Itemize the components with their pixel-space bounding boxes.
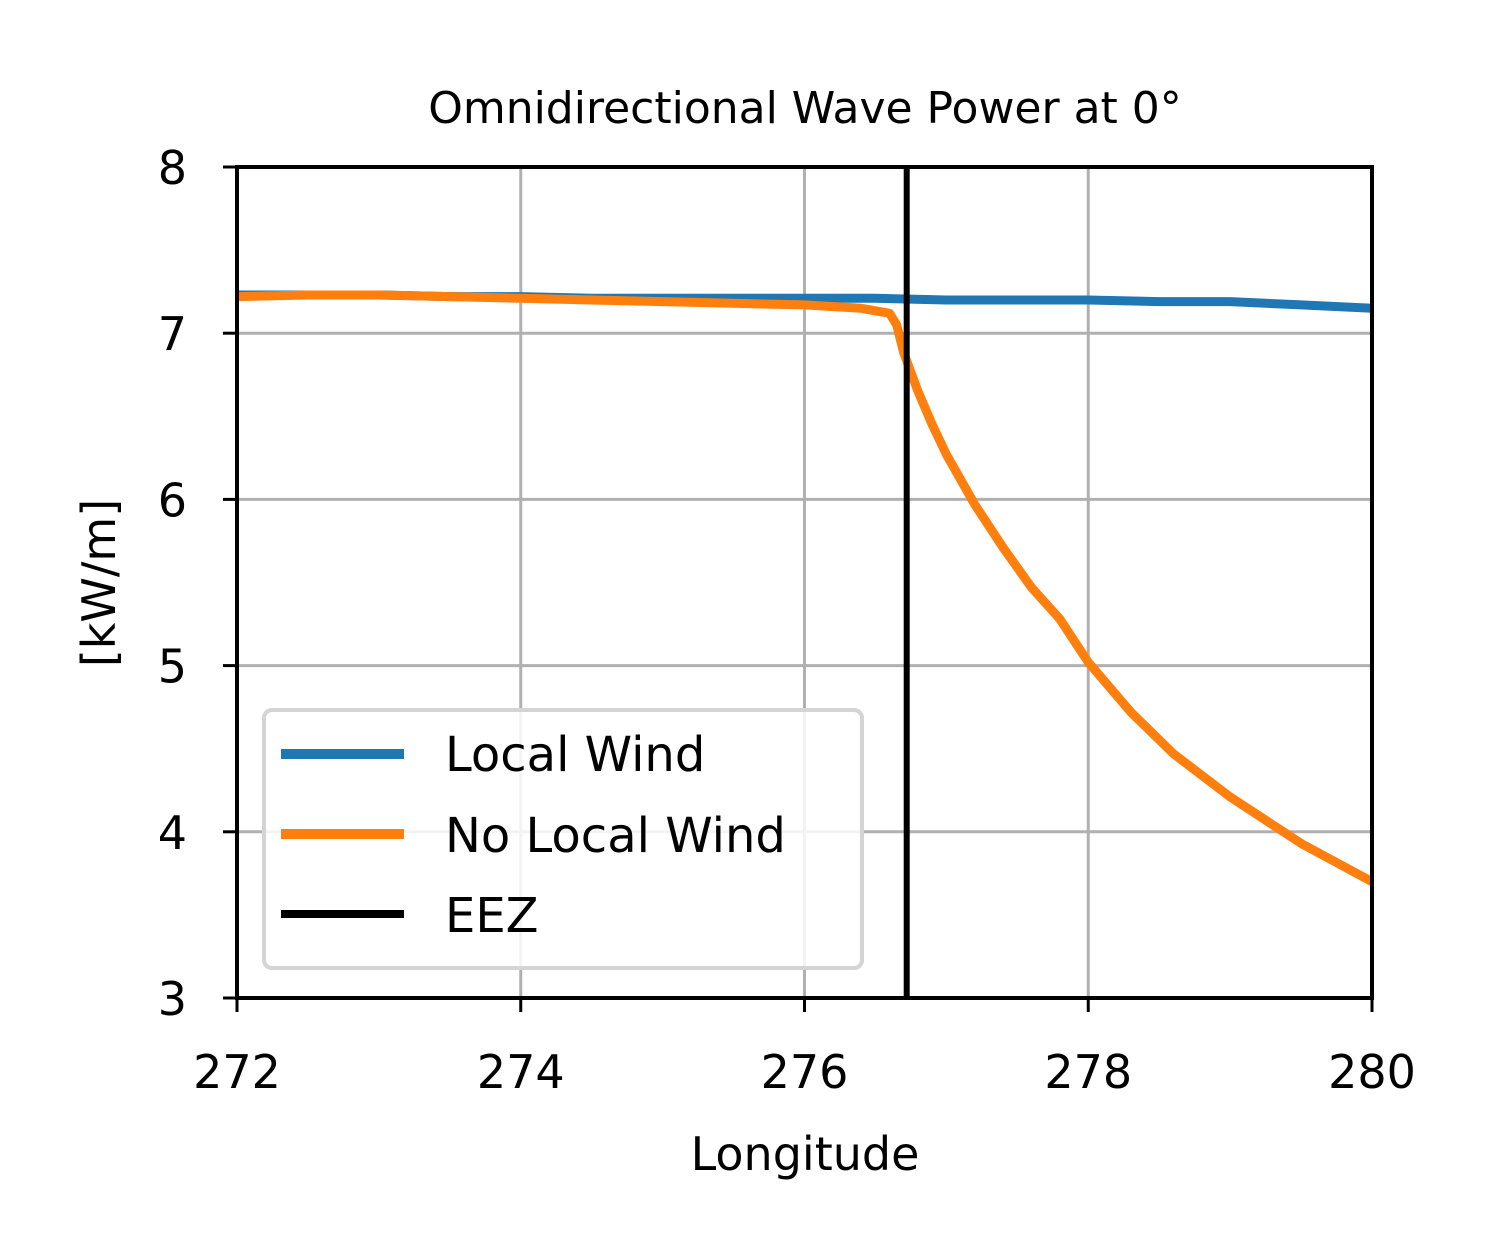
x-tick-label: 280	[1328, 1045, 1416, 1099]
series-lines	[236, 167, 1375, 998]
x-axis-ticks: 272 274 276 278 280	[193, 998, 1416, 1099]
x-tick-label: 276	[761, 1045, 849, 1099]
y-axis-ticks: 3 4 5 6 7 8	[158, 141, 237, 1026]
chart-title: Omnidirectional Wave Power at 0°	[428, 83, 1182, 134]
x-axis-label: Longitude	[691, 1127, 920, 1181]
y-tick-label: 7	[158, 307, 187, 361]
legend-label-local-wind: Local Wind	[445, 727, 705, 783]
legend-label-eez: EEZ	[445, 888, 539, 944]
y-tick-label: 8	[158, 141, 187, 195]
y-tick-label: 4	[158, 806, 187, 860]
legend-label-no-local-wind: No Local Wind	[445, 808, 786, 864]
y-axis-label: [kW/m]	[72, 499, 126, 667]
legend: Local Wind No Local Wind EEZ	[262, 708, 864, 970]
y-tick-label: 3	[158, 972, 187, 1026]
x-tick-label: 278	[1044, 1045, 1132, 1099]
legend-box	[262, 708, 864, 970]
x-tick-label: 272	[193, 1045, 281, 1099]
x-tick-label: 274	[477, 1045, 565, 1099]
series-line-no-local-wind	[236, 290, 1375, 886]
y-tick-label: 5	[158, 640, 187, 694]
y-tick-label: 6	[158, 473, 187, 527]
